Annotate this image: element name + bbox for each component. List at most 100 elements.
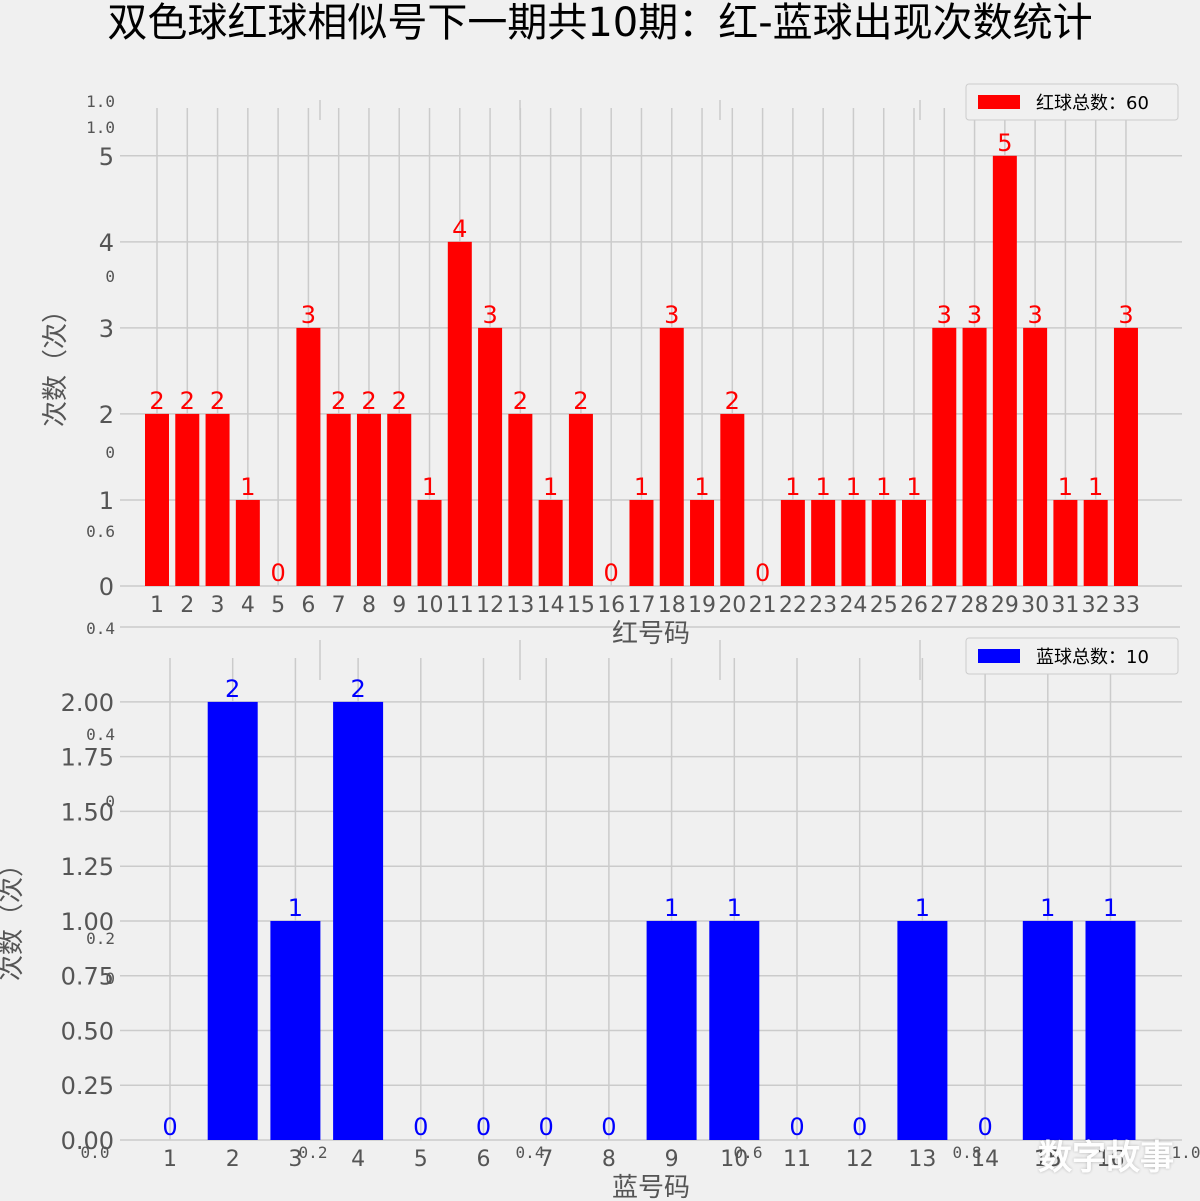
ghost-x-tick-label: 0.6 xyxy=(734,1143,763,1162)
bar-1 xyxy=(145,413,169,586)
bar-8 xyxy=(356,413,381,586)
ghost-x-tick-label: 0.0 xyxy=(81,1143,110,1162)
data-label-7: 2 xyxy=(331,387,346,415)
x-tick-label-17: 17 xyxy=(627,593,655,618)
data-label-14: 1 xyxy=(543,473,558,501)
data-label-2: 2 xyxy=(225,675,240,703)
data-label-9: 1 xyxy=(664,894,679,922)
bar-14 xyxy=(538,499,563,586)
bar-30 xyxy=(1023,327,1048,586)
ghost-x-tick-label: 0.4 xyxy=(516,1143,545,1162)
bar-15 xyxy=(1022,920,1073,1140)
ghost-y-tick-label: 0 xyxy=(105,443,115,462)
ghost-y-tick-label: 0 xyxy=(105,969,115,988)
data-label-4: 1 xyxy=(240,473,255,501)
bar-10 xyxy=(709,920,760,1140)
x-tick-label-8: 8 xyxy=(362,593,376,618)
bar-4 xyxy=(333,701,384,1140)
data-label-17: 1 xyxy=(634,473,649,501)
data-label-10: 1 xyxy=(422,473,437,501)
x-tick-label-3: 3 xyxy=(211,593,225,618)
y-tick-label: 0.00 xyxy=(61,1127,114,1155)
x-tick-label-19: 19 xyxy=(688,593,716,618)
x-tick-label-1: 1 xyxy=(163,1147,177,1172)
bar-28 xyxy=(962,327,987,586)
legend-box xyxy=(965,83,1179,121)
x-tick-label-27: 27 xyxy=(930,593,958,618)
data-label-31: 1 xyxy=(1058,473,1073,501)
bar-23 xyxy=(811,499,836,586)
bar-9 xyxy=(387,413,412,586)
legend-label: 蓝球总数：10 xyxy=(1036,647,1149,668)
data-label-20: 2 xyxy=(725,387,740,415)
x-tick-label-13: 13 xyxy=(506,593,534,618)
bar-22 xyxy=(780,499,805,586)
x-tick-label-12: 12 xyxy=(476,593,504,618)
data-label-12: 3 xyxy=(482,301,497,329)
x-tick-label-7: 7 xyxy=(539,1147,553,1172)
ghost-x-tick-label: 1.0 xyxy=(1172,1143,1200,1162)
x-tick-label-31: 31 xyxy=(1051,593,1079,618)
bar-12 xyxy=(478,327,503,586)
data-label-13: 2 xyxy=(513,387,528,415)
ghost-y-tick-label: 0 xyxy=(105,267,115,286)
data-label-7: 0 xyxy=(539,1113,554,1141)
x-tick-label-2: 2 xyxy=(226,1147,240,1172)
x-tick-label-11: 11 xyxy=(783,1147,811,1172)
x-tick-label-24: 24 xyxy=(839,593,867,618)
data-label-6: 3 xyxy=(301,301,316,329)
y-tick-label: 4 xyxy=(99,229,114,257)
x-tick-label-8: 8 xyxy=(602,1147,616,1172)
data-label-19: 1 xyxy=(694,473,709,501)
y-tick-label: 0.75 xyxy=(61,963,114,991)
bar-24 xyxy=(841,499,866,586)
x-tick-label-14: 14 xyxy=(537,593,565,618)
x-tick-label-16: 16 xyxy=(1097,1147,1125,1172)
data-label-8: 0 xyxy=(601,1113,616,1141)
x-axis-label: 红号码 xyxy=(612,619,690,649)
data-label-13: 1 xyxy=(915,894,930,922)
x-tick-label-10: 10 xyxy=(720,1147,748,1172)
data-label-18: 3 xyxy=(664,301,679,329)
ghost-y-tick-label: 0 xyxy=(105,792,115,811)
x-tick-label-2: 2 xyxy=(180,593,194,618)
data-label-28: 3 xyxy=(967,301,982,329)
data-label-5: 0 xyxy=(413,1113,428,1141)
bar-26 xyxy=(902,499,926,586)
data-label-16: 0 xyxy=(604,559,619,587)
ghost-y-tick-label: 0.4 xyxy=(86,619,115,638)
data-label-2: 2 xyxy=(180,387,195,415)
bar-10 xyxy=(417,499,442,586)
bar-2 xyxy=(175,413,200,586)
bar-31 xyxy=(1053,499,1078,586)
x-tick-label-15: 15 xyxy=(1034,1147,1062,1172)
x-tick-label-18: 18 xyxy=(658,593,686,618)
x-tick-label-23: 23 xyxy=(809,593,837,618)
x-tick-label-25: 25 xyxy=(870,593,898,618)
x-tick-label-5: 5 xyxy=(271,593,285,618)
bar-7 xyxy=(326,413,351,586)
data-label-16: 1 xyxy=(1103,894,1118,922)
x-tick-label-14: 14 xyxy=(971,1147,999,1172)
ghost-y-tick-label: 1.0 xyxy=(86,92,115,111)
legend-box xyxy=(965,637,1179,675)
y-tick-label: 1.00 xyxy=(61,908,114,936)
ghost-x-tick-label: 0.8 xyxy=(953,1143,982,1162)
x-tick-label-15: 15 xyxy=(567,593,595,618)
x-tick-label-12: 12 xyxy=(846,1147,874,1172)
y-axis-label: 次数（次） xyxy=(0,851,27,981)
bar-3 xyxy=(205,413,230,586)
bar-11 xyxy=(447,241,472,586)
bar-29 xyxy=(992,155,1017,586)
y-axis-label: 次数（次） xyxy=(41,297,71,427)
data-label-12: 0 xyxy=(852,1113,867,1141)
data-label-4: 2 xyxy=(350,675,365,703)
data-label-25: 1 xyxy=(876,473,891,501)
y-tick-label: 2.00 xyxy=(61,689,114,717)
x-tick-label-20: 20 xyxy=(718,593,746,618)
x-tick-label-4: 4 xyxy=(241,593,255,618)
data-label-32: 1 xyxy=(1088,473,1103,501)
x-tick-label-7: 7 xyxy=(332,593,346,618)
bar-13 xyxy=(508,413,533,586)
